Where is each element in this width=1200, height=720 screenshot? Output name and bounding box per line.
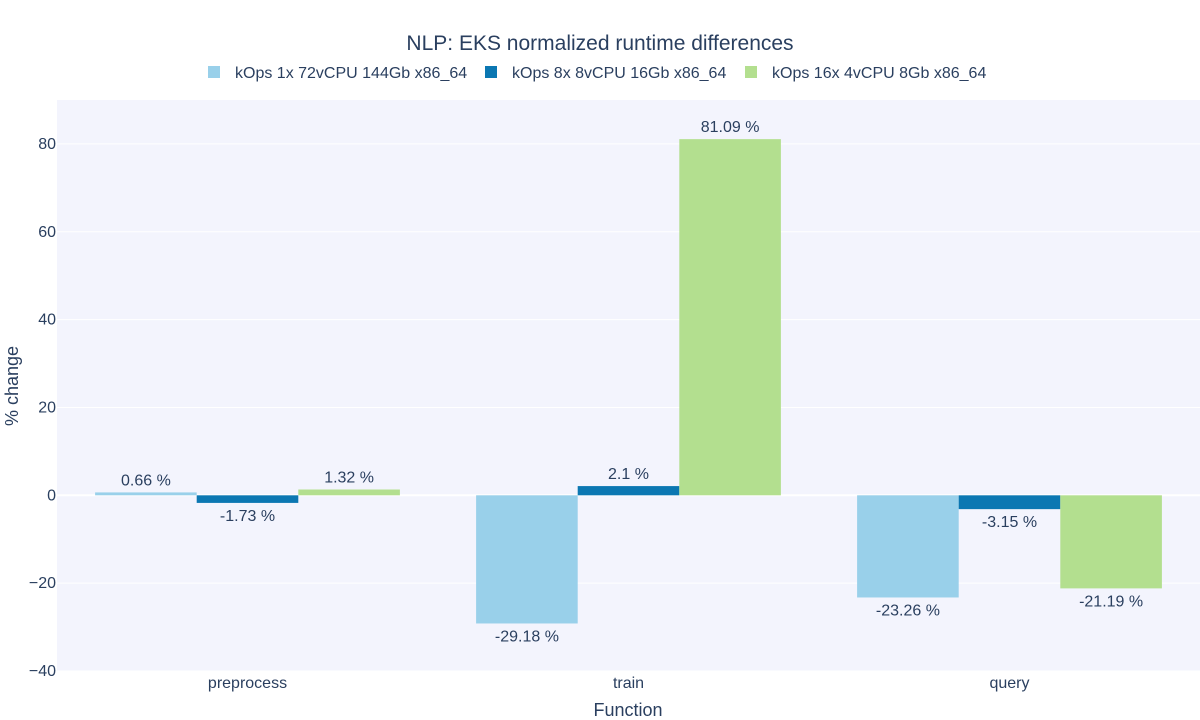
legend-entry-label[interactable]: kOps 1x 72vCPU 144Gb x86_64 — [235, 65, 467, 82]
bar-data-label: 0.66 % — [121, 472, 171, 489]
y-axis-ticks: −40 −20 0 20 40 60 80 — [29, 136, 56, 680]
bar[interactable] — [679, 139, 781, 496]
chart-title: NLP: EKS normalized runtime differences — [406, 32, 793, 55]
legend-entry-label[interactable]: kOps 16x 4vCPU 8Gb x86_64 — [772, 65, 986, 82]
bar[interactable] — [196, 495, 299, 503]
y-tick-label: −20 — [29, 575, 56, 592]
y-tick-label: −40 — [29, 663, 56, 680]
bar-data-label: -29.18 % — [495, 628, 559, 645]
bar[interactable] — [857, 495, 959, 598]
x-tick-label: query — [989, 675, 1029, 692]
y-tick-label: 80 — [38, 136, 56, 153]
legend-entry-label[interactable]: kOps 8x 8vCPU 16Gb x86_64 — [512, 65, 726, 82]
y-tick-label: 0 — [47, 487, 56, 504]
y-tick-label: 40 — [38, 312, 56, 329]
y-tick-label: 20 — [38, 399, 56, 416]
x-tick-label: train — [613, 675, 644, 692]
x-tick-label: preprocess — [208, 675, 287, 692]
legend-swatch[interactable] — [485, 66, 497, 78]
plot-area — [57, 100, 1200, 671]
bar-labels: 0.66 % -1.73 % 1.32 % -29.18 % 2.1 % 81.09 % -… — [121, 119, 1143, 645]
bar-data-label: 2.1 % — [608, 466, 649, 483]
bar[interactable] — [1060, 495, 1162, 589]
x-axis-ticks: preprocess train query — [208, 675, 1030, 692]
x-axis-label: Function — [593, 700, 662, 720]
bar[interactable] — [577, 486, 680, 496]
bar[interactable] — [95, 492, 197, 496]
bar-data-label: -1.73 % — [220, 508, 275, 525]
bar[interactable] — [476, 495, 578, 624]
y-axis-label: % change — [2, 346, 22, 426]
bar-data-label: -21.19 % — [1079, 593, 1143, 610]
bar-data-label: -23.26 % — [876, 602, 940, 619]
bar-data-label: 1.32 % — [324, 470, 374, 487]
bar-data-label: -3.15 % — [982, 514, 1037, 531]
bar-data-label: 81.09 % — [701, 119, 760, 136]
legend-swatch[interactable] — [208, 66, 220, 78]
bar[interactable] — [298, 489, 400, 496]
y-tick-label: 60 — [38, 224, 56, 241]
bar[interactable] — [958, 495, 1061, 510]
legend: kOps 1x 72vCPU 144Gb x86_64 kOps 8x 8vCPU… — [208, 65, 986, 82]
bars — [95, 139, 1162, 624]
legend-swatch[interactable] — [745, 66, 757, 78]
